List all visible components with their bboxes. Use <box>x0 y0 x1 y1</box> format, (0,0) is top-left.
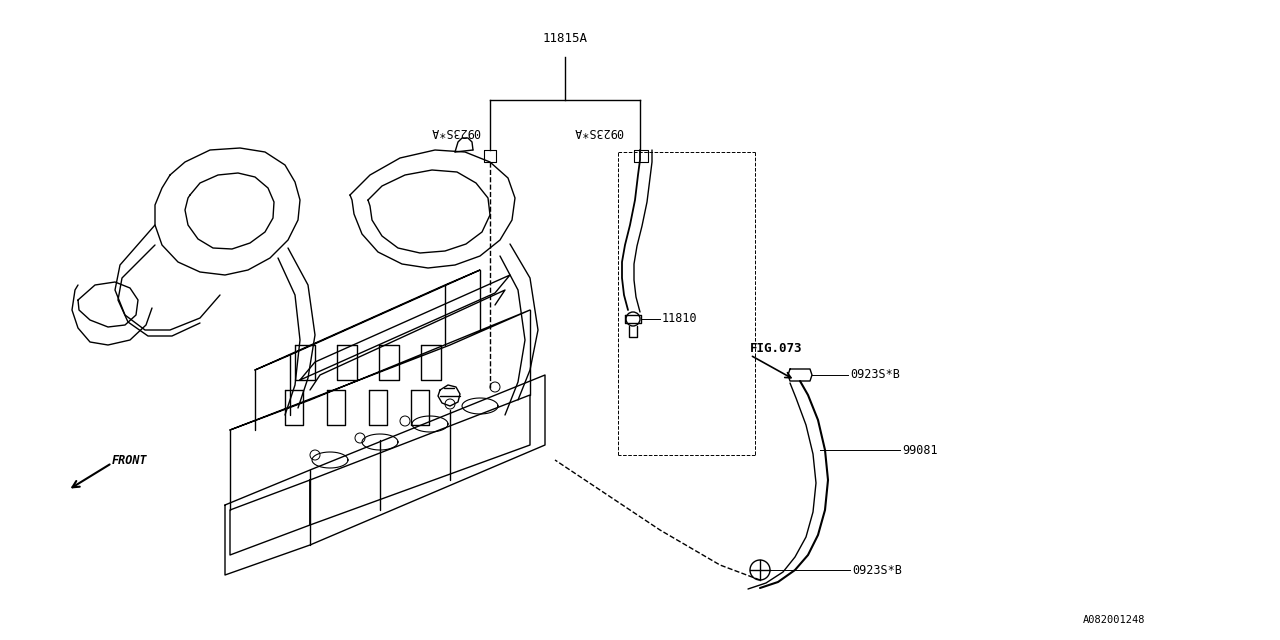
Text: 11815A: 11815A <box>543 32 588 45</box>
Text: A082001248: A082001248 <box>1083 615 1146 625</box>
Text: FRONT: FRONT <box>113 454 147 467</box>
Text: 0923S*A: 0923S*A <box>573 125 623 138</box>
Text: 11810: 11810 <box>662 312 698 326</box>
Text: 99081: 99081 <box>902 444 938 456</box>
Text: 0923S*A: 0923S*A <box>430 125 480 138</box>
Text: 0923S*B: 0923S*B <box>850 369 900 381</box>
Text: 0923S*B: 0923S*B <box>852 563 902 577</box>
Text: FIG.073: FIG.073 <box>750 342 803 355</box>
